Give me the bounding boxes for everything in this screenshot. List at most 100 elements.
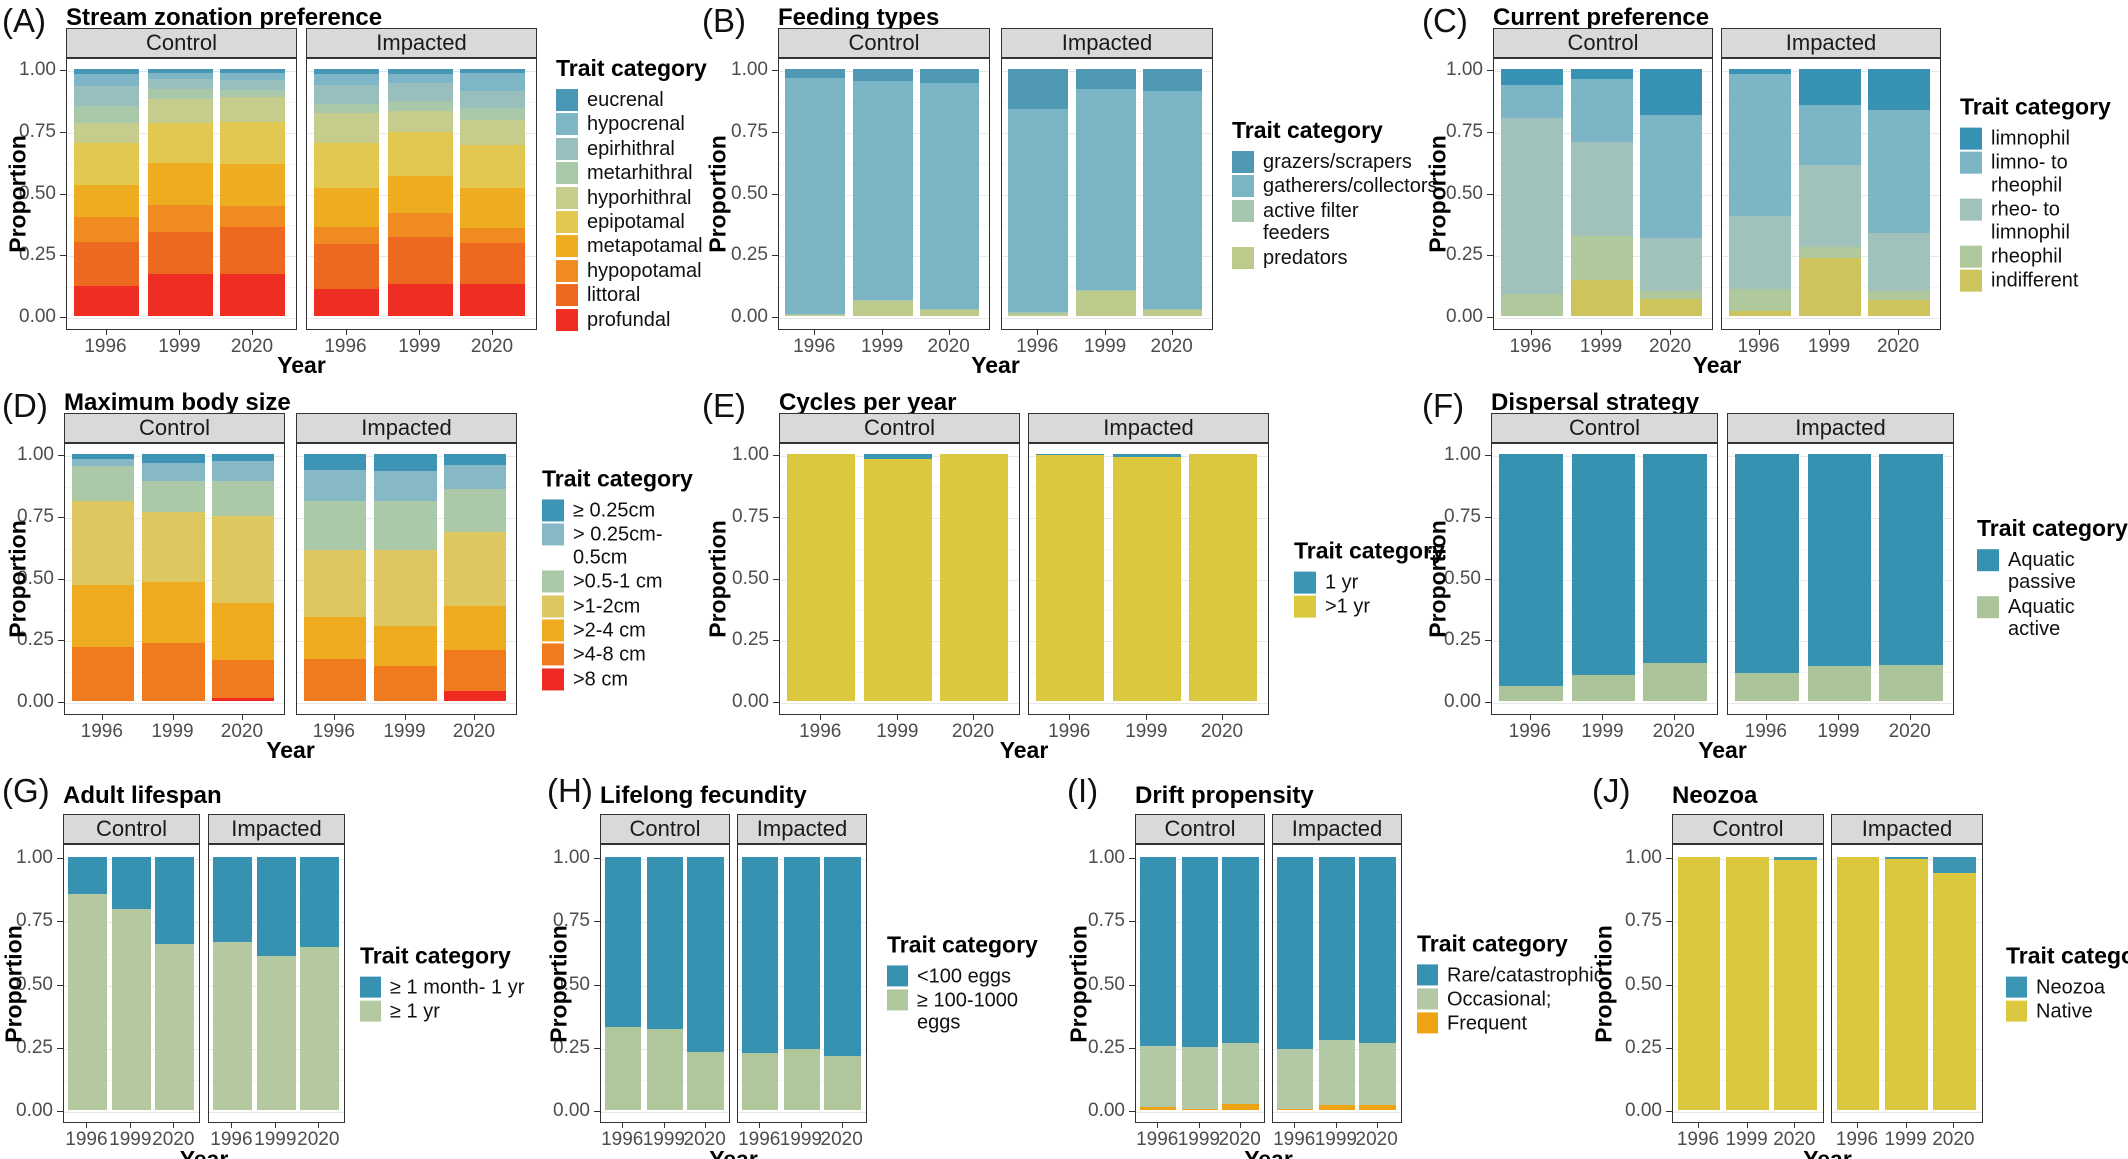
legend-swatch (1960, 198, 1982, 221)
legend-swatch (1417, 988, 1438, 1010)
y-axis-tick (594, 1047, 600, 1049)
x-axis-title: Year (266, 737, 315, 763)
segment-1-2cm (374, 550, 437, 626)
segment-1-month-1-yr (300, 857, 339, 947)
legend-swatch (1977, 549, 1999, 572)
segment-neozoa (1774, 857, 1817, 861)
segment-4-8-cm (303, 658, 366, 701)
y-tick-label: 0.00 (1446, 306, 1483, 327)
x-tick-label: 2020 (1150, 336, 1193, 357)
facet-strip-control: Control (1672, 814, 1824, 844)
segment-hypocrenal (74, 73, 139, 87)
x-axis-tick (1171, 330, 1173, 335)
x-tick-label: 2020 (927, 336, 970, 357)
y-axis-tick (773, 640, 779, 642)
facet-strip-control: Control (778, 28, 990, 58)
legend-item-hyporhithral: hyporhithral (556, 186, 707, 209)
segment-hypocrenal (220, 72, 286, 81)
segment-0-25cm (303, 454, 366, 471)
segment-gatherers-collectors (1008, 108, 1069, 313)
legend-label: Aquatic passive (2008, 549, 2076, 594)
x-tick-label: 2020 (1888, 721, 1931, 742)
segment-native (1726, 857, 1769, 1110)
segment-0-5-1-cm (142, 481, 205, 513)
facet-plot-control (1491, 443, 1718, 715)
facet-label: Control (1569, 415, 1640, 440)
segment-1-yr (864, 458, 933, 701)
y-tick-label: 0.00 (553, 1100, 590, 1121)
x-tick-label: 2020 (230, 336, 274, 357)
x-tick-label: 1999 (1083, 336, 1127, 357)
legend-item-aquatic-active: Aquatic active (1977, 596, 2128, 641)
facet-plot-impacted (306, 58, 537, 330)
bar-impacted-1999 (387, 69, 453, 316)
legend-label: Frequent (1447, 1012, 1528, 1035)
x-axis-tick (172, 715, 174, 720)
bar-impacted-1996 (1734, 454, 1799, 701)
segment-indifferent (1728, 311, 1791, 316)
legend-swatch (1960, 152, 1982, 175)
legend-label: hypopotamal (587, 259, 702, 282)
segment-occasional (1318, 1040, 1356, 1105)
y-axis-tick (58, 455, 64, 456)
x-tick-label: 2020 (820, 1129, 863, 1150)
segment-hypopotamal (220, 206, 286, 228)
segment-rheo-to-limnophil (1728, 215, 1791, 289)
x-tick-label: 1996 (738, 1129, 781, 1150)
segment-metarhithral (147, 88, 213, 99)
segment-100-1000-eggs (687, 1051, 724, 1110)
facet-strip-control: Control (600, 814, 730, 844)
y-tick-label: 0.50 (732, 567, 769, 589)
legend-swatch (556, 284, 578, 307)
y-axis-title: Proportion (1424, 135, 1451, 253)
segment-1-month-1-yr (257, 857, 296, 956)
x-tick-label: 1999 (1581, 721, 1624, 742)
segment-8-cm (443, 691, 506, 701)
facet-strip-impacted: Impacted (1721, 28, 1941, 58)
segment-limnophil (1728, 69, 1791, 74)
segment-native (1885, 858, 1928, 1110)
x-tick-label: 1996 (1048, 721, 1091, 742)
bar-impacted-1996 (741, 857, 779, 1110)
facet-label: Control (864, 415, 935, 440)
segment-100-1000-eggs (741, 1053, 779, 1110)
facet-strip-impacted: Impacted (1028, 413, 1269, 443)
x-tick-label: 2020 (152, 1129, 195, 1150)
segment-active-filter-feeders (785, 313, 846, 315)
x-axis-tick (1146, 715, 1148, 720)
segment-4-8-cm (211, 660, 274, 699)
legend-label: indifferent (1991, 269, 2079, 292)
segment-limnophil (1500, 69, 1563, 86)
segment-aquatic-active (1878, 665, 1943, 701)
facet-plot-impacted (737, 844, 867, 1123)
y-tick-label: 0.75 (732, 505, 769, 527)
segment-rheophil (1571, 235, 1633, 281)
panel-J: (J) Neozoa Control 1996 1999 2020 Impacted 1996… (1590, 770, 2128, 1159)
segment-epirhithral (147, 78, 213, 89)
segment-occasional (1359, 1042, 1396, 1106)
y-axis-tick (58, 640, 64, 642)
y-tick-label: 1.00 (731, 59, 768, 80)
segment-littoral (387, 236, 453, 284)
bar-control-1996 (785, 69, 846, 316)
x-tick-label: 1996 (80, 721, 123, 742)
x-axis-tick (101, 715, 103, 720)
segment-hypopotamal (147, 204, 213, 232)
bar-control-1999 (1181, 857, 1219, 1110)
y-tick-label: 0.50 (1444, 567, 1481, 589)
x-tick-label: 1999 (1177, 1129, 1220, 1150)
segment-rheo-to-limnophil (1500, 118, 1563, 294)
legend-item-indifferent: indifferent (1960, 269, 2128, 292)
panel-title: Current preference (1493, 4, 1710, 31)
segment-epirhithral (74, 86, 139, 107)
y-tick-label: 0.50 (17, 567, 54, 589)
panel-letter: (F) (1422, 387, 1465, 424)
legend-label: <100 eggs (917, 964, 1011, 987)
segment-1-yr (257, 955, 296, 1110)
x-tick-label: 1999 (779, 1129, 822, 1150)
segment-100-eggs (741, 857, 779, 1054)
x-axis-tick (1673, 715, 1675, 720)
segment-frequent (1276, 1108, 1314, 1110)
legend-label: rheo- to limnophil (1991, 198, 2070, 244)
facet-strip-impacted: Impacted (1272, 814, 1402, 844)
